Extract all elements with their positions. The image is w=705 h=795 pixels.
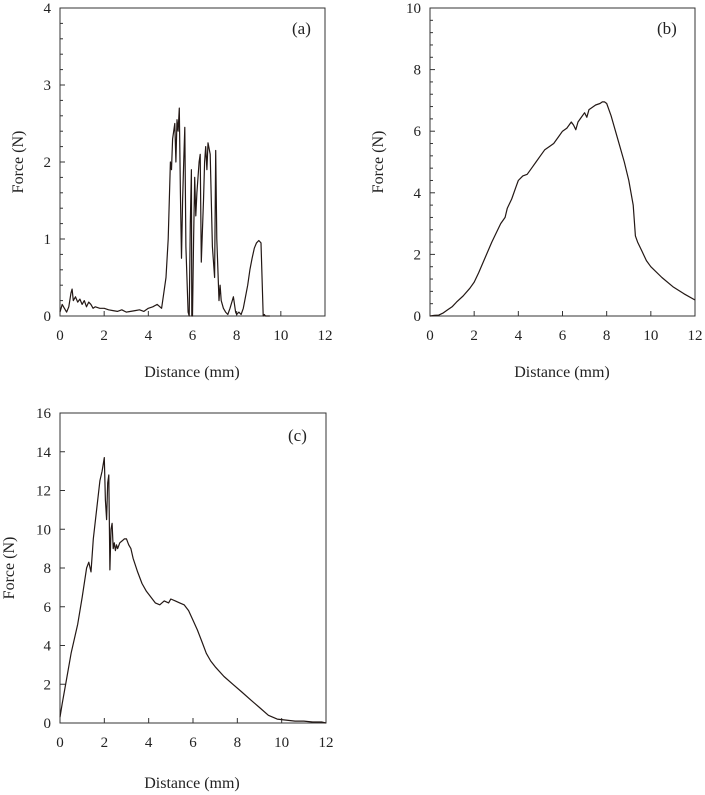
- x-axis-title: Distance (mm): [144, 775, 240, 792]
- x-tick-label: 8: [603, 328, 611, 344]
- y-tick-label: 4: [414, 186, 422, 202]
- y-tick-label: 2: [414, 247, 422, 263]
- plot-frame: [429, 7, 696, 317]
- x-tick-label: 2: [470, 328, 478, 344]
- force-curve-c: [59, 457, 327, 724]
- y-tick-label: 1: [44, 232, 52, 248]
- tick-marks: [429, 7, 696, 317]
- y-tick-label: 4: [44, 1, 52, 17]
- x-tick-label: 4: [145, 328, 153, 344]
- panel-label: (c): [288, 426, 307, 445]
- x-tick-label: 2: [100, 328, 108, 344]
- y-tick-label: 4: [44, 639, 52, 655]
- y-tick-label: 10: [36, 522, 51, 538]
- y-axis-title: Force (N): [1, 537, 18, 600]
- x-tick-label: 10: [643, 328, 658, 344]
- y-tick-label: 8: [414, 63, 422, 79]
- x-tick-label: 0: [56, 328, 64, 344]
- x-tick-label: 6: [189, 328, 197, 344]
- y-tick-label: 10: [406, 1, 421, 17]
- x-tick-label: 12: [318, 328, 333, 344]
- x-tick-label: 8: [234, 735, 242, 751]
- y-tick-label: 14: [36, 445, 52, 461]
- x-tick-label: 12: [319, 735, 334, 751]
- x-tick-label: 0: [56, 735, 64, 751]
- x-tick-label: 6: [559, 328, 567, 344]
- y-tick-label: 8: [44, 561, 52, 577]
- x-tick-label: 2: [101, 735, 109, 751]
- tick-marks: [59, 412, 327, 724]
- chart-panel-c: 0 2 4 6 8 10 12 0 2 4 6 8 10 12 14 16 (c) Distance (mm)…: [1, 406, 334, 792]
- chart-panel-b: 0 2 4 6 8 10 12 0 2 4 6 8 10 (b) Distance (mm) Force…: [370, 1, 703, 381]
- x-axis-title: Distance (mm): [514, 364, 610, 381]
- force-curve-b: [429, 101, 696, 317]
- plot-frame: [59, 412, 327, 724]
- x-tick-label: 0: [426, 328, 434, 344]
- x-tick-label: 10: [274, 735, 289, 751]
- panel-label: (b): [657, 19, 677, 38]
- y-tick-label: 12: [36, 484, 51, 500]
- tick-labels: 0 2 4 6 8 10 12 0 2 4 6 8 10 12 14 16: [36, 406, 334, 751]
- x-tick-label: 12: [688, 328, 703, 344]
- x-tick-label: 10: [273, 328, 288, 344]
- x-tick-label: 4: [145, 735, 153, 751]
- tick-labels: 0 2 4 6 8 10 12 0 2 4 6 8 10: [406, 1, 703, 344]
- y-tick-label: 2: [44, 677, 52, 693]
- force-curve-a: [59, 107, 270, 317]
- y-tick-label: 6: [414, 124, 422, 140]
- y-tick-label: 16: [36, 406, 52, 422]
- x-tick-label: 8: [233, 328, 241, 344]
- y-tick-label: 2: [44, 155, 52, 171]
- y-tick-label: 0: [414, 309, 422, 325]
- y-tick-label: 0: [44, 309, 52, 325]
- y-tick-label: 0: [44, 716, 52, 732]
- tick-marks: [59, 7, 326, 317]
- y-tick-label: 3: [44, 78, 52, 94]
- panel-label: (a): [292, 19, 311, 38]
- plot-frame: [59, 7, 326, 317]
- x-tick-label: 6: [189, 735, 197, 751]
- x-axis-title: Distance (mm): [144, 364, 240, 381]
- y-axis-title: Force (N): [10, 131, 27, 194]
- y-tick-label: 6: [44, 600, 52, 616]
- x-tick-label: 4: [515, 328, 523, 344]
- y-axis-title: Force (N): [370, 131, 387, 194]
